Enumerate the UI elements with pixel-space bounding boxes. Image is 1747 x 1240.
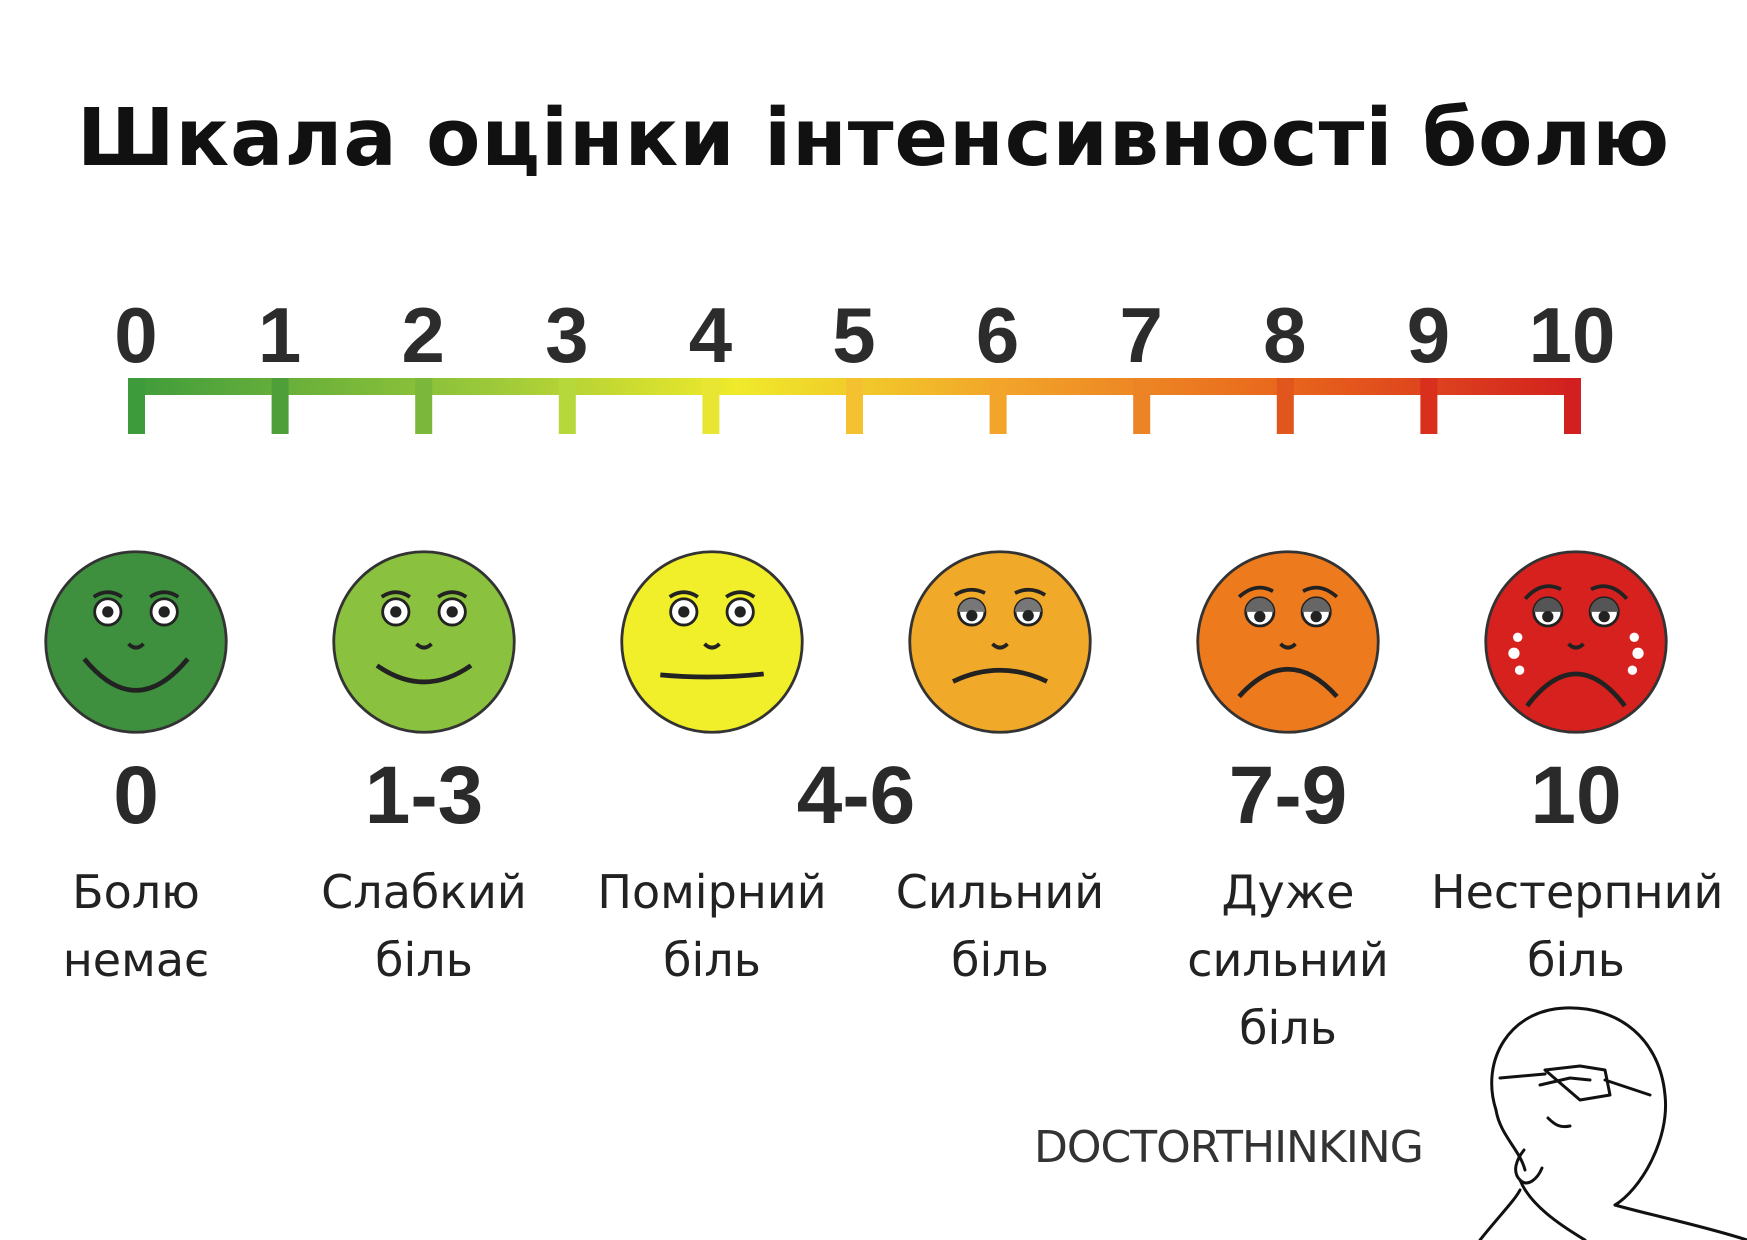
scale-tick-mark <box>989 378 1007 434</box>
face-no-pain-icon <box>42 548 230 736</box>
thinking-man-icon <box>1478 1006 1747 1240</box>
description-line: Дуже <box>1221 865 1355 919</box>
page-title: Шкала оцінки інтенсивності болю <box>76 92 1671 184</box>
scale-tick-mark <box>1276 378 1294 434</box>
brand-watermark: DOCTORTHINKING <box>1034 1122 1424 1173</box>
pain-scale-ruler: 0 1 2 3 4 5 6 7 8 9 10 <box>114 291 1616 434</box>
face-mild-pain-icon <box>330 548 518 736</box>
description-line: немає <box>62 933 210 987</box>
scale-tick-label: 9 <box>1407 291 1450 379</box>
scale-tick-mark <box>1420 378 1438 434</box>
face-unbearable-pain-icon <box>1482 548 1670 736</box>
scale-tick-mark <box>702 378 720 434</box>
description-line: біль <box>375 933 473 987</box>
scale-tick-label: 5 <box>832 291 875 379</box>
description-line: Нестерпний <box>1431 865 1724 919</box>
description-line: Болю <box>72 865 200 919</box>
range-label-4: 7-9 <box>1228 750 1348 841</box>
level-description: Дуже сильний біль <box>1143 858 1433 1062</box>
description-line: Слабкий <box>321 865 527 919</box>
description-line: біль <box>1239 1001 1337 1055</box>
scale-tick-label: 2 <box>402 291 445 379</box>
scale-tick-mark <box>1133 378 1151 434</box>
description-line: Помірний <box>597 865 827 919</box>
description-line: біль <box>1527 933 1625 987</box>
description-line: Сильний <box>895 865 1105 919</box>
scale-tick-label: 6 <box>976 291 1019 379</box>
range-label-1: 1-3 <box>364 750 484 841</box>
level-description: Болю немає <box>0 858 281 994</box>
description-line: сильний <box>1187 933 1389 987</box>
scale-tick-label: 0 <box>114 291 157 379</box>
range-label-2: 4-6 <box>796 750 916 841</box>
level-description: Сильний біль <box>855 858 1145 994</box>
level-description: Слабкий біль <box>279 858 569 994</box>
scale-tick-label: 7 <box>1120 291 1163 379</box>
scale-tick-label: 8 <box>1263 291 1306 379</box>
scale-tick-mark <box>128 378 145 434</box>
scale-tick-label: 10 <box>1529 291 1616 379</box>
level-description: Нестерпний біль <box>1431 858 1724 994</box>
scale-tick-label: 1 <box>258 291 301 379</box>
scale-tick-label: 3 <box>545 291 588 379</box>
scale-tick-mark <box>271 378 289 434</box>
face-very-severe-pain-icon <box>1194 548 1382 736</box>
scale-tick-mark <box>846 378 863 434</box>
face-severe-pain-icon <box>906 548 1094 736</box>
range-label-0: 0 <box>113 750 159 841</box>
scale-tick-mark <box>1564 378 1581 434</box>
scale-tick-label: 4 <box>689 291 732 379</box>
description-line: біль <box>951 933 1049 987</box>
scale-tick-mark <box>415 378 433 434</box>
level-description: Помірний біль <box>567 858 857 994</box>
description-line: біль <box>663 933 761 987</box>
face-moderate-pain-icon <box>618 548 806 736</box>
range-label-5: 10 <box>1530 750 1622 841</box>
scale-tick-mark <box>558 378 576 434</box>
